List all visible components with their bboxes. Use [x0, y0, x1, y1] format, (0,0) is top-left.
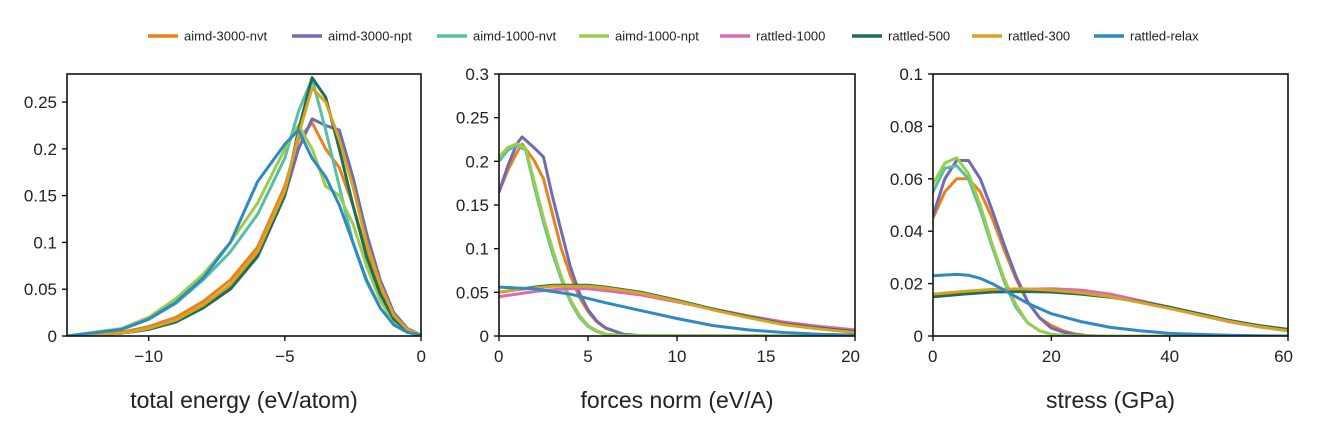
legend: aimd-3000-nvt aimd-3000-npt aimd-1000-nvt a… — [148, 29, 1199, 44]
y-tick-label: 0.25 — [24, 93, 57, 112]
series-line-aimd-3000-npt — [499, 135, 855, 336]
legend-label: rattled-relax — [1130, 29, 1199, 44]
panel-total-energy: −10 −5 0 0 0.05 0.1 0.15 0.2 0.25 total energy (e… — [24, 73, 426, 413]
x-tick-label: 0 — [928, 347, 937, 366]
series-line-rattled-1000 — [499, 287, 855, 332]
plot-frame — [498, 73, 856, 337]
y-tick-label: 0.02 — [890, 275, 923, 294]
y-tick-label: 0.06 — [890, 170, 923, 189]
y-tick-label: 0.1 — [899, 65, 923, 84]
legend-item-rattled-500: rattled-500 — [852, 29, 950, 44]
x-tick-label: 5 — [583, 347, 592, 366]
y-tick-label: 0.2 — [465, 152, 489, 171]
series-line-rattled-300 — [933, 287, 1288, 333]
x-tick-label: 15 — [757, 347, 776, 366]
legend-item-aimd-3000-npt: aimd-3000-npt — [292, 29, 412, 44]
series-line-rattled-1000 — [933, 287, 1288, 333]
y-tick-label: 0.05 — [456, 283, 489, 302]
legend-label: aimd-1000-npt — [615, 29, 699, 44]
y-tick-label: 0.25 — [456, 109, 489, 128]
x-tick-label: 20 — [841, 347, 860, 366]
series-line-aimd-1000-nvt — [499, 144, 855, 336]
x-tick-label: 10 — [668, 347, 687, 366]
y-tick-label: 0.1 — [465, 240, 489, 259]
x-axis-title-stress: stress (GPa) — [1046, 387, 1175, 413]
legend-item-rattled-300: rattled-300 — [972, 29, 1070, 44]
x-axis-title-total-energy: total energy (eV/atom) — [130, 387, 358, 413]
legend-item-rattled-relax: rattled-relax — [1094, 29, 1199, 44]
series-line-rattled-500 — [67, 76, 421, 336]
legend-label: rattled-500 — [888, 29, 950, 44]
y-tick-label: 0.2 — [33, 140, 57, 159]
panel-forces-norm: 0 5 10 15 20 0 0.05 0.1 0.15 0.2 0.25 0.3 forces nor… — [456, 65, 860, 413]
series-line-aimd-3000-npt — [933, 159, 1288, 336]
legend-label: aimd-1000-nvt — [473, 29, 556, 44]
x-tick-label: 20 — [1042, 347, 1061, 366]
legend-item-aimd-3000-nvt: aimd-3000-nvt — [148, 29, 267, 44]
series-line-aimd-1000-npt — [933, 156, 1288, 336]
y-tick-label: 0 — [48, 327, 57, 346]
series-line-aimd-3000-nvt — [933, 177, 1288, 336]
series-line-rattled-relax — [499, 285, 855, 336]
y-tick-label: 0.1 — [33, 233, 57, 252]
y-tick-label: 0 — [480, 327, 489, 346]
x-tick-label: 0 — [417, 347, 426, 366]
x-tick-label: −10 — [134, 347, 163, 366]
y-tick-label: 0.3 — [465, 65, 489, 84]
x-tick-label: 40 — [1160, 347, 1179, 366]
legend-label: aimd-3000-npt — [328, 29, 412, 44]
series-line-aimd-1000-npt — [499, 142, 855, 336]
series-line-rattled-relax — [933, 272, 1288, 336]
series-line-aimd-3000-nvt — [67, 121, 421, 336]
series-group — [933, 156, 1288, 336]
legend-label: rattled-1000 — [756, 29, 825, 44]
panel-stress: 0 20 40 60 0 0.02 0.04 0.06 0.08 0.1 stress (GPa) — [890, 65, 1293, 413]
y-tick-label: 0.15 — [456, 196, 489, 215]
legend-item-rattled-1000: rattled-1000 — [720, 29, 825, 44]
series-line-rattled-300 — [67, 86, 421, 336]
y-tick-label: 0.08 — [890, 117, 923, 136]
series-line-aimd-3000-npt — [67, 117, 421, 336]
series-line-rattled-relax — [67, 128, 421, 336]
series-line-aimd-1000-npt — [67, 124, 421, 336]
series-group — [499, 135, 855, 336]
y-tick-label: 0 — [914, 327, 923, 346]
series-line-aimd-1000-nvt — [67, 77, 421, 336]
y-tick-label: 0.04 — [890, 222, 923, 241]
legend-label: aimd-3000-nvt — [184, 29, 267, 44]
x-tick-label: −5 — [275, 347, 294, 366]
x-tick-label: 60 — [1274, 347, 1293, 366]
plot-frame — [932, 73, 1289, 337]
series-line-rattled-300 — [499, 284, 855, 334]
legend-label: rattled-300 — [1008, 29, 1070, 44]
x-axis-title-forces-norm: forces norm (eV/A) — [581, 387, 774, 413]
plot-frame — [66, 73, 422, 337]
y-tick-label: 0.05 — [24, 280, 57, 299]
series-line-aimd-3000-nvt — [499, 142, 855, 336]
series-group — [67, 76, 421, 336]
legend-item-aimd-1000-nvt: aimd-1000-nvt — [437, 29, 556, 44]
y-tick-label: 0.15 — [24, 187, 57, 206]
x-tick-label: 0 — [494, 347, 503, 366]
legend-item-aimd-1000-npt: aimd-1000-npt — [579, 29, 699, 44]
